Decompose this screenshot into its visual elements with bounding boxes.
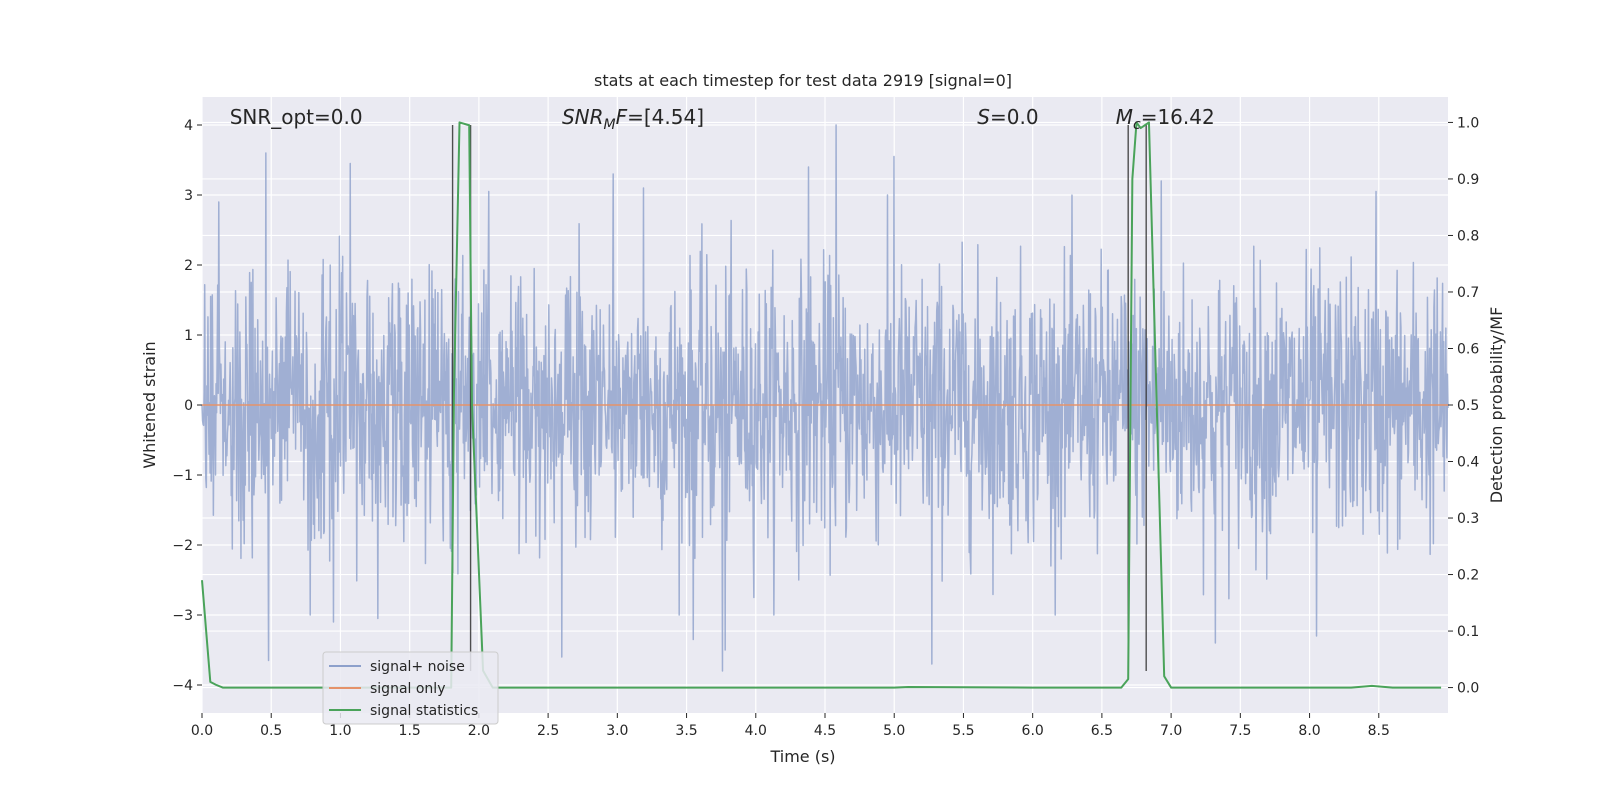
chart-title: stats at each timestep for test data 291… <box>594 71 1012 90</box>
legend-label: signal+ noise <box>370 659 465 675</box>
annotation-snr_opt-part: SNR_opt=0.0 <box>230 105 363 129</box>
y2-tick-label: 0.5 <box>1457 398 1479 414</box>
y-tick-label: 4 <box>184 118 193 134</box>
y-tick-label: −4 <box>172 678 193 694</box>
annotation-snr_mf-part: M <box>604 117 616 133</box>
y2-axis-title: Detection probability/MF <box>1487 307 1506 504</box>
x-tick-label: 6.0 <box>1022 723 1044 739</box>
annotation-snr_mf-part: SNR <box>562 105 604 129</box>
y2-tick-label: 0.1 <box>1457 624 1479 640</box>
y-axis-title: Whitened strain <box>140 341 159 468</box>
y2-tick-label: 1.0 <box>1457 115 1479 131</box>
x-tick-label: 4.0 <box>745 723 767 739</box>
annotation-s: S=0.0 <box>977 105 1038 129</box>
x-tick-label: 2.5 <box>537 723 559 739</box>
y2-tick-label: 0.0 <box>1457 681 1479 697</box>
annotation-s-part: =0.0 <box>990 105 1039 129</box>
annotation-snr_mf-part: F <box>616 105 628 129</box>
x-tick-label: 8.5 <box>1368 723 1390 739</box>
annotation-snr_mf-part: =[4.54] <box>627 105 704 129</box>
y2-tick-label: 0.2 <box>1457 568 1479 584</box>
y2-tick-label: 0.9 <box>1457 172 1479 188</box>
x-tick-label: 4.5 <box>814 723 836 739</box>
x-tick-label: 7.0 <box>1160 723 1182 739</box>
y2-tick-label: 0.3 <box>1457 511 1479 527</box>
y-tick-label: −2 <box>172 538 193 554</box>
annotation-mc-part: =16.42 <box>1141 105 1215 129</box>
x-tick-label: 3.0 <box>606 723 628 739</box>
x-tick-label: 0.5 <box>260 723 282 739</box>
y-tick-label: 2 <box>184 258 193 274</box>
y-tick-label: 3 <box>184 188 193 204</box>
x-tick-label: 1.5 <box>399 723 421 739</box>
x-tick-label: 2.0 <box>468 723 490 739</box>
y-tick-label: −1 <box>172 468 193 484</box>
annotation-snr_opt: SNR_opt=0.0 <box>230 105 363 129</box>
y2-tick-label: 0.6 <box>1457 341 1479 357</box>
y-tick-label: −3 <box>172 608 193 624</box>
x-tick-label: 1.0 <box>329 723 351 739</box>
x-tick-label: 0.0 <box>191 723 213 739</box>
x-tick-label: 6.5 <box>1091 723 1113 739</box>
annotation-s-part: S <box>977 105 990 129</box>
x-tick-label: 3.5 <box>675 723 697 739</box>
y-tick-label: 0 <box>184 398 193 414</box>
x-tick-label: 5.5 <box>952 723 974 739</box>
y-tick-label: 1 <box>184 328 193 344</box>
annotation-mc: Mc=16.42 <box>1116 105 1215 133</box>
y2-tick-label: 0.7 <box>1457 285 1479 301</box>
x-tick-label: 5.0 <box>883 723 905 739</box>
legend-label: signal only <box>370 681 445 697</box>
x-tick-label: 8.0 <box>1298 723 1320 739</box>
plot-area: 0.0 0.5 1.0 1.5 2.0 2.5 3.0 3.5 4.0 4.5 5.0 5.5 6.0 6… <box>172 97 1479 739</box>
y2-tick-label: 0.8 <box>1457 228 1479 244</box>
x-axis-title: Time (s) <box>769 747 835 766</box>
x-tick-label: 7.5 <box>1229 723 1251 739</box>
annotation-mc-part: M <box>1116 105 1133 129</box>
annotation-snr_mf: SNRMF=[4.54] <box>562 105 704 133</box>
legend-label: signal statistics <box>370 703 478 719</box>
y2-tick-label: 0.4 <box>1457 455 1479 471</box>
